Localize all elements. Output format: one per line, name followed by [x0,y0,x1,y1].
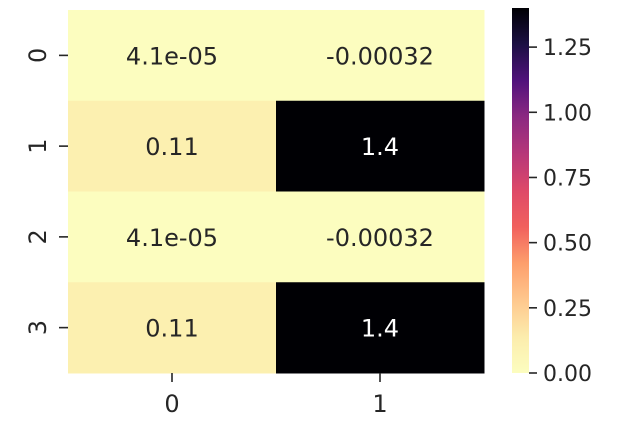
y-tick-label: 1 [24,138,52,153]
colorbar-tick-label: 0.50 [543,232,592,257]
heatmap-annotations: 4.1e-05 -0.00032 0.11 1.4 4.1e-05 -0.00032 0.1… [126,42,434,342]
colorbar-tick-label: 0.75 [543,166,592,191]
heatmap-cell [68,100,277,192]
cell-annotation: 4.1e-05 [126,224,218,252]
cell-annotation: -0.00032 [326,224,434,252]
cell-annotation: 0.11 [145,315,198,343]
heatmap-cell [68,10,277,102]
heatmap-cell [276,282,485,374]
heatmap-cell [276,10,485,102]
y-tick-label: 0 [24,48,52,63]
y-axis: 0 1 2 3 [24,48,68,335]
y-tick-label: 2 [24,229,52,244]
heatmap-cells [68,10,485,374]
y-tick-label: 3 [24,320,52,335]
cell-annotation: -0.00032 [326,42,434,70]
heatmap-cell [276,100,485,192]
colorbar-tick-label: 0.25 [543,297,592,322]
colorbar: 0.00 0.25 0.50 0.75 1.00 1.25 [512,8,592,387]
colorbar-tick-label: 1.25 [543,36,592,61]
cell-annotation: 4.1e-05 [126,42,218,70]
cell-annotation: 1.4 [361,315,399,343]
colorbar-gradient [512,8,529,373]
cell-annotation: 1.4 [361,133,399,161]
cell-annotation: 0.11 [145,133,198,161]
heatmap-cell [276,191,485,283]
heatmap-cell [68,191,277,283]
heatmap-cell [68,282,277,374]
x-tick-label: 0 [164,390,179,418]
colorbar-tick-label: 0.00 [543,362,592,387]
x-tick-label: 1 [372,390,387,418]
colorbar-tick-label: 1.00 [543,101,592,126]
